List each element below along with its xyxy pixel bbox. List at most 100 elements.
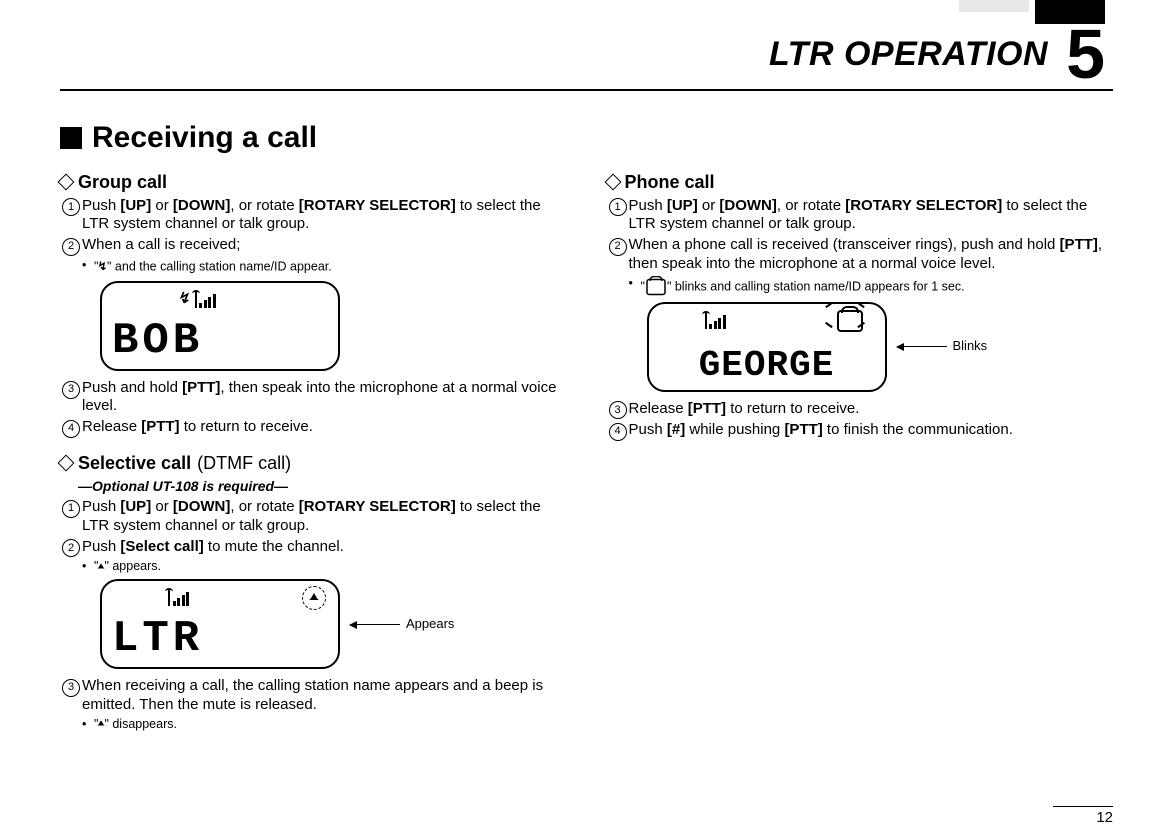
t: [ROTARY SELECTOR] bbox=[845, 197, 1002, 214]
lcd-display: GEORGE bbox=[647, 302, 887, 392]
step-text: Push [Select call] to mute the channel. bbox=[82, 538, 567, 558]
step-text: Push and hold [PTT], then speak into the… bbox=[82, 379, 567, 417]
t: [ROTARY SELECTOR] bbox=[299, 197, 456, 214]
bell-icon bbox=[98, 563, 106, 571]
bullet: • bbox=[629, 276, 641, 298]
bell-icon bbox=[309, 593, 319, 603]
t: [ROTARY SELECTOR] bbox=[299, 498, 456, 515]
step-number: 2 bbox=[607, 236, 629, 274]
t: Release bbox=[629, 400, 688, 417]
t: [UP] bbox=[667, 197, 698, 214]
step-number: 1 bbox=[607, 197, 629, 235]
note-text: "↯" and the calling station name/ID appe… bbox=[94, 258, 332, 277]
step-text: Push [#] while pushing [PTT] to finish t… bbox=[629, 421, 1114, 441]
chapter-number: 5 bbox=[1066, 30, 1113, 79]
callout-blinks: Blinks bbox=[897, 338, 988, 354]
square-bullet-icon bbox=[60, 127, 82, 149]
section-title-text: Receiving a call bbox=[92, 121, 317, 155]
selective-step-2: 2 Push [Select call] to mute the channel… bbox=[60, 538, 567, 558]
diamond-icon bbox=[58, 455, 75, 472]
arrow-icon bbox=[897, 346, 947, 347]
left-column: Group call 1 Push [UP] or [DOWN], or rot… bbox=[60, 165, 567, 736]
t: [PTT] bbox=[141, 418, 179, 435]
diamond-icon bbox=[604, 174, 621, 191]
selective-call-heading: Selective call (DTMF call) bbox=[60, 452, 567, 475]
t: [UP] bbox=[120, 197, 151, 214]
step-number: 3 bbox=[60, 379, 82, 417]
page-number: 12 bbox=[1053, 806, 1113, 826]
phone-step-3: 3 Release [PTT] to return to receive. bbox=[607, 400, 1114, 420]
phone-icon bbox=[837, 310, 863, 332]
arrow-icon bbox=[350, 624, 400, 625]
callout-text: Appears bbox=[406, 616, 454, 632]
selective-step-1: 1 Push [UP] or [DOWN], or rotate [ROTARY… bbox=[60, 498, 567, 536]
rx-bolt-icon: ↯ bbox=[98, 260, 107, 274]
t: [#] bbox=[667, 421, 685, 438]
t: Push and hold bbox=[82, 379, 182, 396]
group-step-4: 4 Release [PTT] to return to receive. bbox=[60, 418, 567, 438]
phone-step-1: 1 Push [UP] or [DOWN], or rotate [ROTARY… bbox=[607, 197, 1114, 235]
phone-icon bbox=[646, 278, 666, 295]
lcd-george-wrap: GEORGE Blinks bbox=[647, 302, 1114, 392]
lcd-main-text: LTR bbox=[112, 609, 328, 661]
t: or bbox=[151, 498, 173, 515]
phone-call-heading-text: Phone call bbox=[625, 171, 715, 194]
t: [UP] bbox=[120, 498, 151, 515]
callout-text: Blinks bbox=[953, 338, 988, 354]
t: " blinks and calling station name/ID app… bbox=[667, 279, 965, 293]
selective-step-3: 3 When receiving a call, the calling sta… bbox=[60, 677, 567, 715]
group-call-heading-text: Group call bbox=[78, 171, 167, 194]
diamond-icon bbox=[58, 174, 75, 191]
right-column: Phone call 1 Push [UP] or [DOWN], or rot… bbox=[607, 165, 1114, 736]
group-note-2: • "↯" and the calling station name/ID ap… bbox=[82, 258, 567, 277]
t: to mute the channel. bbox=[204, 538, 344, 555]
bullet: • bbox=[82, 717, 94, 733]
step-number: 3 bbox=[60, 677, 82, 715]
t: [DOWN] bbox=[173, 498, 230, 515]
t: Push bbox=[629, 197, 667, 214]
lcd-display: ↯ BOB bbox=[100, 281, 340, 371]
phone-step-4: 4 Push [#] while pushing [PTT] to finish… bbox=[607, 421, 1114, 441]
bullet: • bbox=[82, 258, 94, 277]
step-text: Push [UP] or [DOWN], or rotate [ROTARY S… bbox=[82, 197, 567, 235]
tab-light bbox=[959, 0, 1029, 12]
selective-subnote: —Optional UT-108 is required— bbox=[78, 478, 567, 496]
lcd-main-text: BOB bbox=[112, 311, 328, 363]
t: When a phone call is received (transceiv… bbox=[629, 236, 1060, 253]
header-rule bbox=[60, 89, 1113, 91]
header-tabs bbox=[959, 0, 1105, 24]
t: to return to receive. bbox=[726, 400, 859, 417]
rx-bolt-icon: ↯ bbox=[176, 290, 193, 309]
phone-call-heading: Phone call bbox=[607, 171, 1114, 194]
t: " and the calling station name/ID appear… bbox=[107, 260, 332, 274]
bell-indicator bbox=[302, 586, 326, 610]
lcd-status-row bbox=[102, 587, 338, 609]
lcd-bob-wrap: ↯ BOB bbox=[100, 281, 567, 371]
t: or bbox=[151, 197, 173, 214]
columns: Group call 1 Push [UP] or [DOWN], or rot… bbox=[60, 165, 1113, 736]
phone-blink-indicator bbox=[837, 310, 863, 332]
signal-icon bbox=[168, 590, 189, 606]
lcd-ltr-wrap: LTR Appears bbox=[100, 579, 567, 669]
t: while pushing bbox=[685, 421, 784, 438]
t: , or rotate bbox=[230, 197, 298, 214]
step-text: Release [PTT] to return to receive. bbox=[629, 400, 1114, 420]
bullet: • bbox=[82, 559, 94, 575]
step-number: 1 bbox=[60, 197, 82, 235]
selective-heading-main: Selective call bbox=[78, 452, 191, 475]
step-number: 4 bbox=[607, 421, 629, 441]
group-step-3: 3 Push and hold [PTT], then speak into t… bbox=[60, 379, 567, 417]
t: [DOWN] bbox=[173, 197, 230, 214]
phone-note-2: • "" blinks and calling station name/ID … bbox=[629, 276, 1114, 298]
step-number: 2 bbox=[60, 538, 82, 558]
header-row: LTR OPERATION 5 bbox=[60, 0, 1113, 79]
lcd-status-row: ↯ bbox=[102, 289, 338, 311]
selective-note-3: • "" disappears. bbox=[82, 717, 567, 733]
group-call-heading: Group call bbox=[60, 171, 567, 194]
t: [PTT] bbox=[784, 421, 822, 438]
group-step-2: 2 When a call is received; bbox=[60, 236, 567, 256]
t: , or rotate bbox=[230, 498, 298, 515]
step-text: When a call is received; bbox=[82, 236, 567, 256]
t: " disappears. bbox=[104, 717, 177, 731]
group-step-1: 1 Push [UP] or [DOWN], or rotate [ROTARY… bbox=[60, 197, 567, 235]
